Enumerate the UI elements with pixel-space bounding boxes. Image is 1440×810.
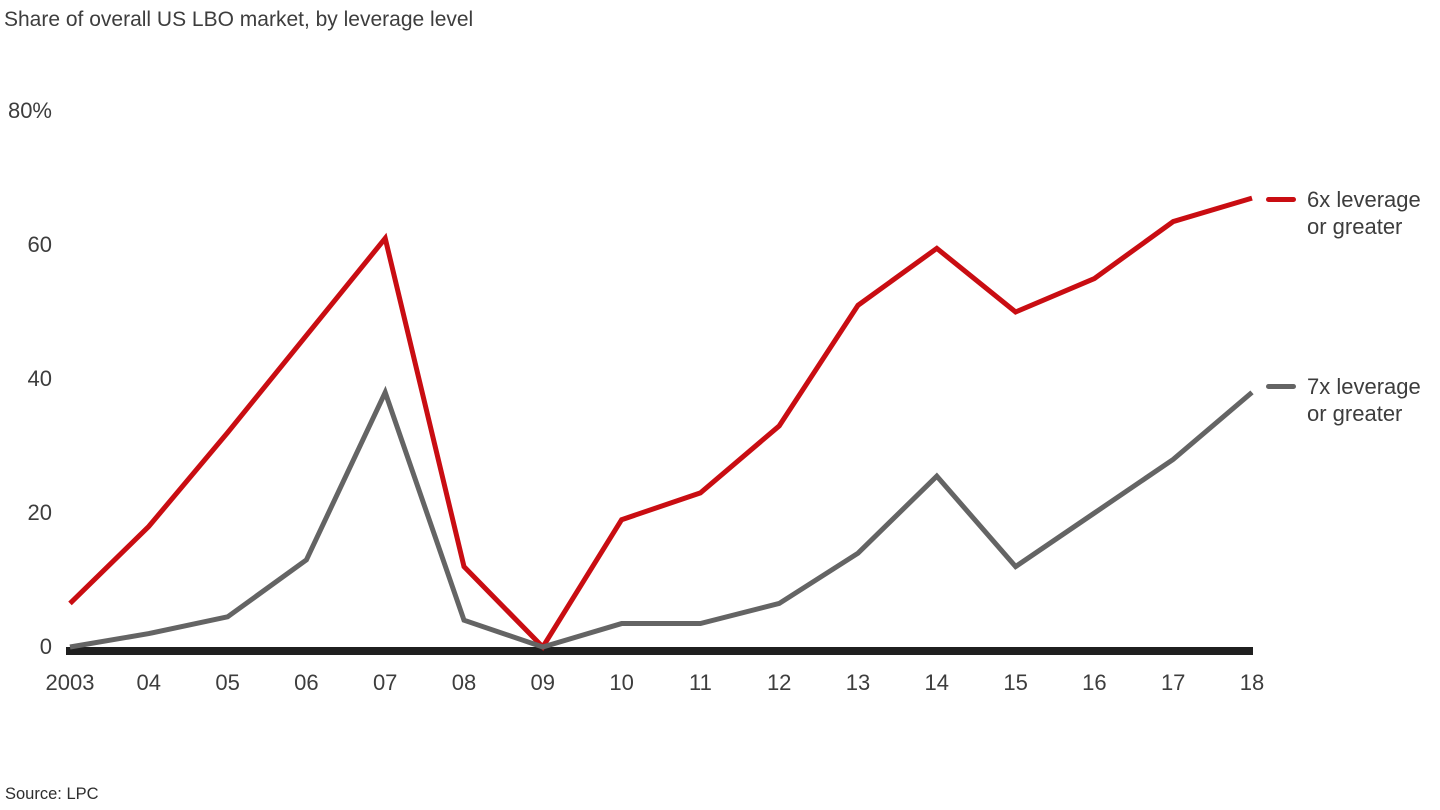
- x-axis-tick-label: 04: [136, 670, 162, 695]
- x-axis-tick-label: 11: [688, 670, 712, 695]
- x-axis-tick-label: 18: [1239, 670, 1265, 695]
- x-axis-tick-label: 15: [1003, 670, 1028, 695]
- series-line-6x-leverage: [68, 195, 1253, 652]
- source-note: Source: LPC: [5, 785, 99, 803]
- chart-title: Share of overall US LBO market, by lever…: [4, 8, 474, 31]
- legend-dash-6x-icon: [1266, 197, 1296, 202]
- y-axis-tick-label: 0: [39, 634, 52, 659]
- x-axis-tick-label: 09: [530, 670, 556, 695]
- x-axis-tick-label: 17: [1160, 670, 1186, 695]
- x-axis-tick-label: 08: [451, 670, 477, 695]
- series-line-7x-leverage: [69, 385, 1254, 650]
- x-axis-tick-label: 07: [372, 670, 398, 695]
- x-axis-tick-label: 13: [845, 670, 871, 695]
- y-axis-tick-label: 20: [27, 500, 52, 525]
- x-axis-tick-label: 12: [766, 670, 792, 695]
- x-axis-tick-label: 06: [294, 670, 319, 695]
- x-axis-tick-label: 14: [924, 670, 950, 695]
- x-axis-tick-label: 05: [215, 670, 240, 695]
- x-axis-tick-label: 10: [609, 670, 634, 695]
- y-axis-tick-label: 60: [27, 232, 52, 257]
- legend-item-6x-leverage: 6x leverage or greater: [1266, 186, 1440, 240]
- legend-dash-7x-icon: [1266, 384, 1296, 389]
- legend-item-7x-leverage: 7x leverage or greater: [1266, 373, 1440, 427]
- y-axis-tick-label: 80%: [7, 98, 52, 123]
- legend-label-7x: 7x leverage or greater: [1307, 374, 1421, 426]
- x-axis-tick-label: 16: [1082, 670, 1107, 695]
- y-axis-tick-label: 40: [27, 366, 52, 391]
- x-axis-tick-label: 2003: [45, 670, 95, 695]
- legend-label-6x: 6x leverage or greater: [1307, 187, 1421, 239]
